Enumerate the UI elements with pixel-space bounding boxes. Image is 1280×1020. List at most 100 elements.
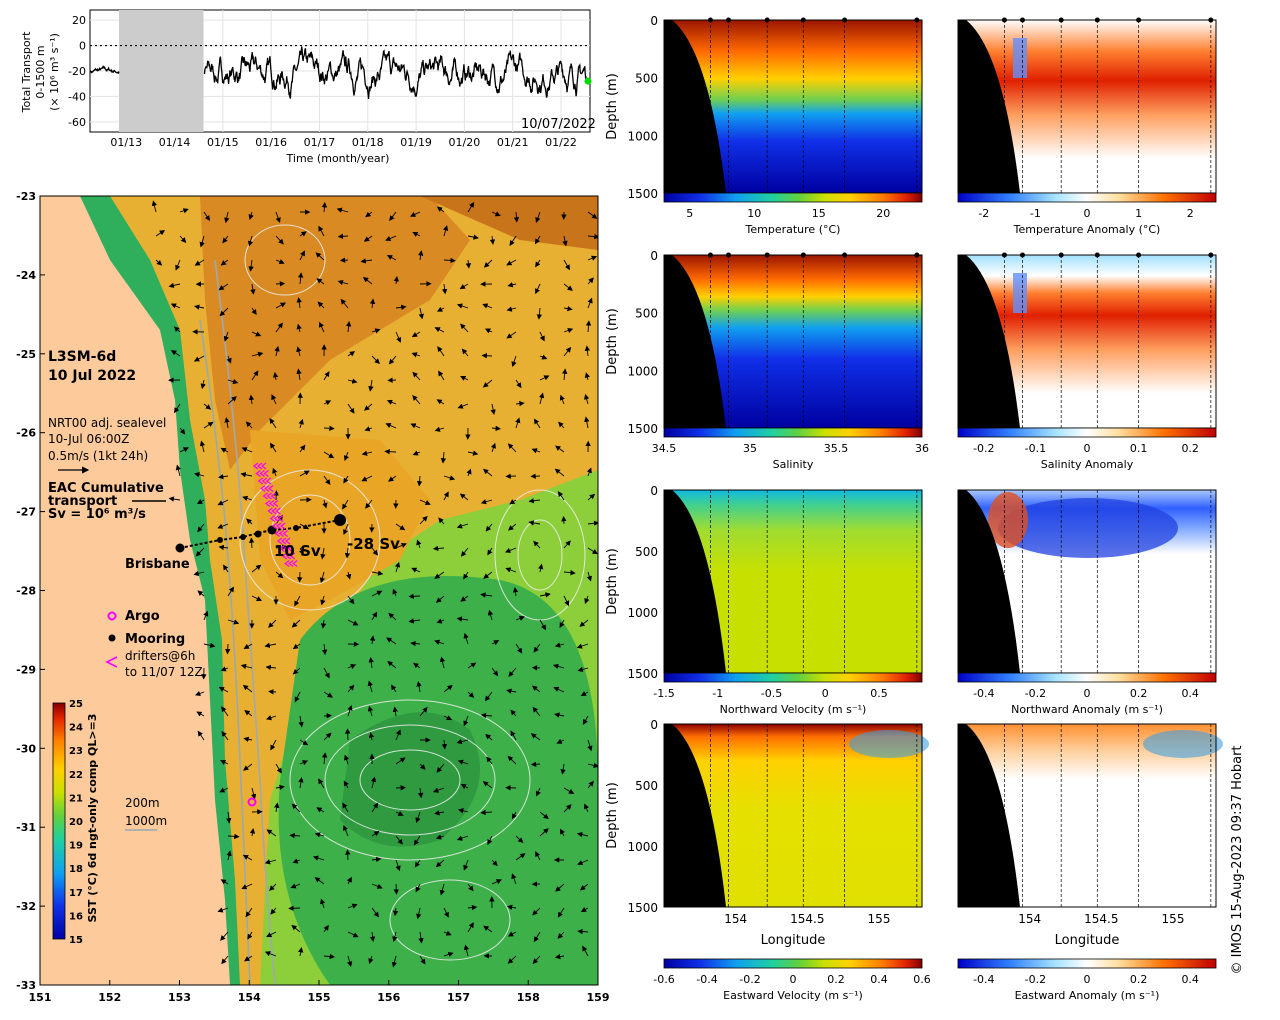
vector-arrow-50	[443, 257, 456, 264]
vector-arrow-65	[362, 276, 373, 285]
vector-arrow-449	[458, 808, 469, 814]
vector-arrow-101	[371, 328, 381, 334]
section-east-blue-6	[849, 730, 929, 758]
vector-arrow-499	[511, 873, 517, 885]
vector-arrow-143	[515, 379, 522, 389]
vector-arrow-190	[343, 451, 349, 462]
vector-arrow-481	[463, 859, 469, 871]
vector-arrow-132	[251, 370, 259, 381]
vector-arrow-287	[586, 571, 592, 582]
transport-y-tick-0: 20	[72, 14, 86, 27]
vector-arrow-219	[168, 496, 181, 502]
vector-arrow-530	[483, 925, 493, 933]
vector-arrow-433	[460, 784, 469, 790]
vector-arrow-250	[508, 523, 517, 531]
vector-arrow-124	[481, 352, 493, 359]
vector-arrow-2	[203, 211, 210, 222]
section-colorbar-tick-6-5: 0.4	[870, 973, 888, 986]
vector-arrow-510	[392, 907, 399, 917]
section-colorbar-tick-3-3: 0.1	[1130, 442, 1148, 455]
vector-arrow-16	[535, 211, 541, 223]
vector-arrow-279	[394, 561, 401, 573]
section-colorbar-tick-5-4: 0.4	[1181, 687, 1199, 700]
vector-arrow-253	[587, 520, 598, 526]
depth-tick-0-2: 1000	[627, 129, 658, 143]
vector-arrow-144	[539, 375, 550, 381]
vector-arrow-396	[345, 728, 351, 741]
section-colorbar-tick-1-1: -1	[1030, 207, 1041, 220]
vector-arrow-278	[371, 570, 384, 576]
vector-arrow-359	[268, 689, 277, 695]
longitude-tick-6-1: 154.5	[790, 912, 824, 926]
vector-arrow-503	[217, 907, 229, 913]
transport-legend-line-3: Sv = 10⁶ m³/s	[48, 507, 146, 522]
vector-arrow-317	[487, 609, 494, 621]
longitude-tick-6-0: 154	[724, 912, 747, 926]
vector-arrow-321	[579, 619, 589, 627]
vector-arrow-128	[584, 345, 591, 357]
map-info-line-1: NRT00 adj. sealevel	[48, 416, 166, 430]
vector-arrow-260	[344, 547, 351, 559]
map-x-tick-5: 156	[377, 991, 400, 1004]
sst-colorbar-tick-9: 16	[69, 911, 83, 922]
vector-arrow-478	[395, 859, 401, 872]
vector-arrow-255	[218, 544, 229, 551]
copyright-text: © IMOS 15-Aug-2023 09:37 Hobart	[1230, 745, 1245, 974]
vector-arrow-145	[562, 368, 568, 381]
section-colorbar-tick-6-0: -0.6	[653, 973, 674, 986]
section-frame-6	[663, 723, 923, 908]
vector-arrow-397	[368, 732, 375, 741]
vector-arrow-522	[291, 924, 301, 933]
place-label-brisbane: Brisbane	[125, 557, 190, 572]
sst-colorbar-tick-7: 18	[69, 864, 83, 875]
vector-arrow-463	[413, 835, 421, 846]
vector-arrow-448	[434, 810, 445, 816]
vector-arrow-289	[227, 586, 235, 597]
section-panel-1: -2 -1 0 1 2 Temperature Anomaly (°C)	[957, 17, 1217, 236]
section-colorbar-tick-7-2: 0	[1084, 973, 1091, 986]
vector-arrow-229	[419, 499, 431, 506]
vector-arrow-24	[275, 235, 284, 245]
section-colorbar-label-3: Salinity Anomaly	[1041, 458, 1134, 471]
transport-chart: 01/13 01/14 01/15 01/16 01/17 01/18 01/19 01/20…	[20, 9, 596, 165]
vector-arrow-456	[249, 828, 256, 837]
vector-arrow-4	[248, 211, 254, 220]
vector-arrow-531	[507, 931, 517, 937]
vector-arrow-19	[155, 230, 166, 237]
warm-core-region	[200, 196, 470, 470]
vector-arrow-13	[467, 201, 475, 213]
vector-arrow-81	[317, 301, 325, 309]
vector-arrow-355	[577, 666, 589, 673]
vector-arrow-385	[480, 712, 493, 719]
vector-arrow-471	[226, 850, 232, 861]
vector-arrow-382	[419, 706, 428, 717]
contour-cold-eddy-inner	[359, 749, 461, 811]
vector-arrow-477	[371, 856, 382, 863]
contour-cold-eddy-outer	[289, 699, 531, 861]
section-colorbar-0	[663, 192, 923, 203]
vector-arrow-54	[535, 259, 541, 268]
section-colorbar-tick-1-0: -2	[978, 207, 989, 220]
vector-arrow-72	[535, 283, 541, 295]
contour-cold-eddy-mid	[324, 724, 496, 836]
vector-arrow-487	[220, 879, 229, 885]
vector-arrow-496	[439, 883, 445, 896]
vector-arrow-298	[435, 595, 445, 603]
vector-arrow-162	[538, 392, 545, 405]
vector-arrow-133	[272, 371, 279, 381]
vector-arrow-458	[289, 832, 301, 839]
vector-arrow-446	[395, 810, 404, 816]
vector-arrow-113	[226, 355, 232, 364]
vector-arrow-26	[318, 225, 325, 237]
vector-arrow-422	[587, 762, 598, 769]
vector-arrow-374	[221, 706, 229, 717]
vector-arrow-326	[292, 643, 301, 650]
vector-arrow-404	[530, 733, 541, 741]
vector-arrow-390	[197, 730, 205, 741]
section-colorbar-7	[957, 958, 1217, 969]
vector-arrow-345	[347, 664, 357, 670]
transport-y-tick-3: -40	[68, 90, 86, 103]
vector-arrow-266	[487, 547, 493, 556]
section-panel-0: 5 10 15 20 Temperature (°C) 0 500 1000 1500 Depth…	[605, 14, 923, 236]
vector-arrow-146	[584, 372, 590, 381]
